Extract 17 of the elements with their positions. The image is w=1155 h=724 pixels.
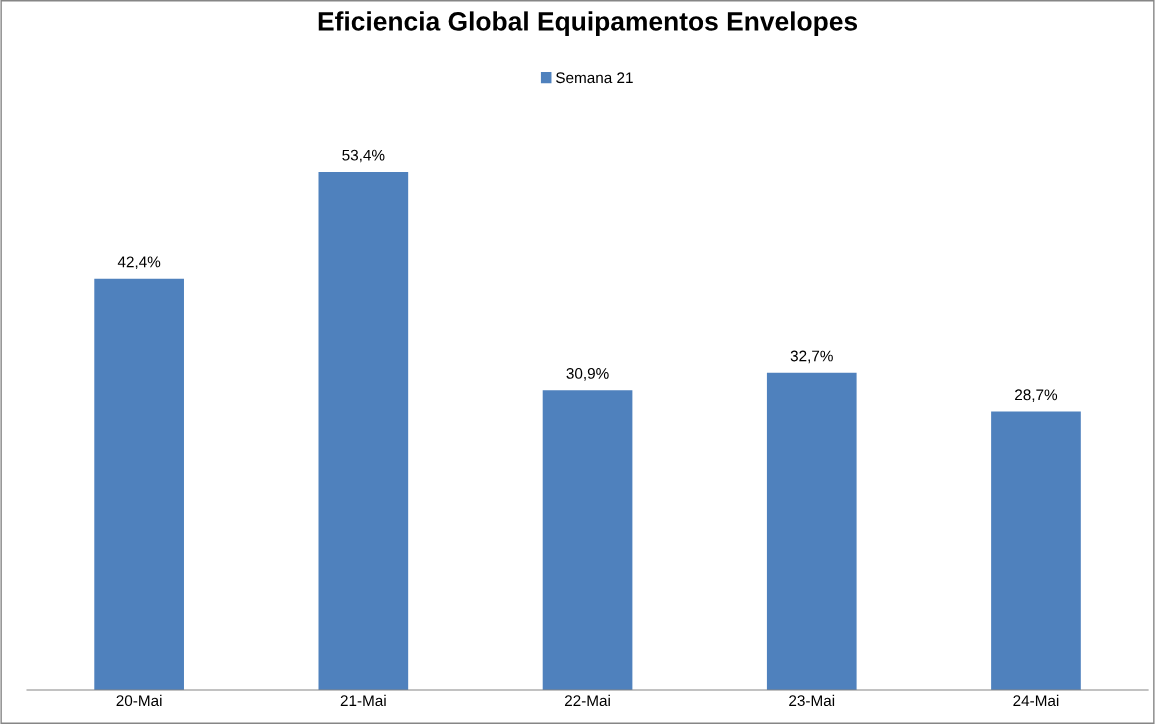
bar: [542, 390, 633, 690]
bar: [991, 411, 1081, 690]
bar: [94, 278, 184, 690]
data-label: 53,4%: [342, 149, 385, 163]
x-tick-label: 21-Mai: [340, 694, 386, 707]
data-label: 42,4%: [117, 256, 161, 270]
bar: [766, 372, 857, 690]
bar: [318, 171, 409, 690]
x-tick-label: 20-Mai: [116, 694, 162, 707]
data-label: 30,9%: [566, 368, 609, 381]
data-label: 28,7%: [1015, 389, 1058, 402]
legend-label: Semana 21: [556, 72, 633, 84]
chart-title: Eficiencia Global Equipamentos Envelopes: [318, 11, 858, 36]
x-tick-label: 22-Mai: [564, 694, 610, 707]
x-tick-label: 23-Mai: [789, 694, 835, 707]
data-label: 32,7%: [790, 350, 833, 364]
x-tick-label: 24-Mai: [1013, 694, 1059, 707]
